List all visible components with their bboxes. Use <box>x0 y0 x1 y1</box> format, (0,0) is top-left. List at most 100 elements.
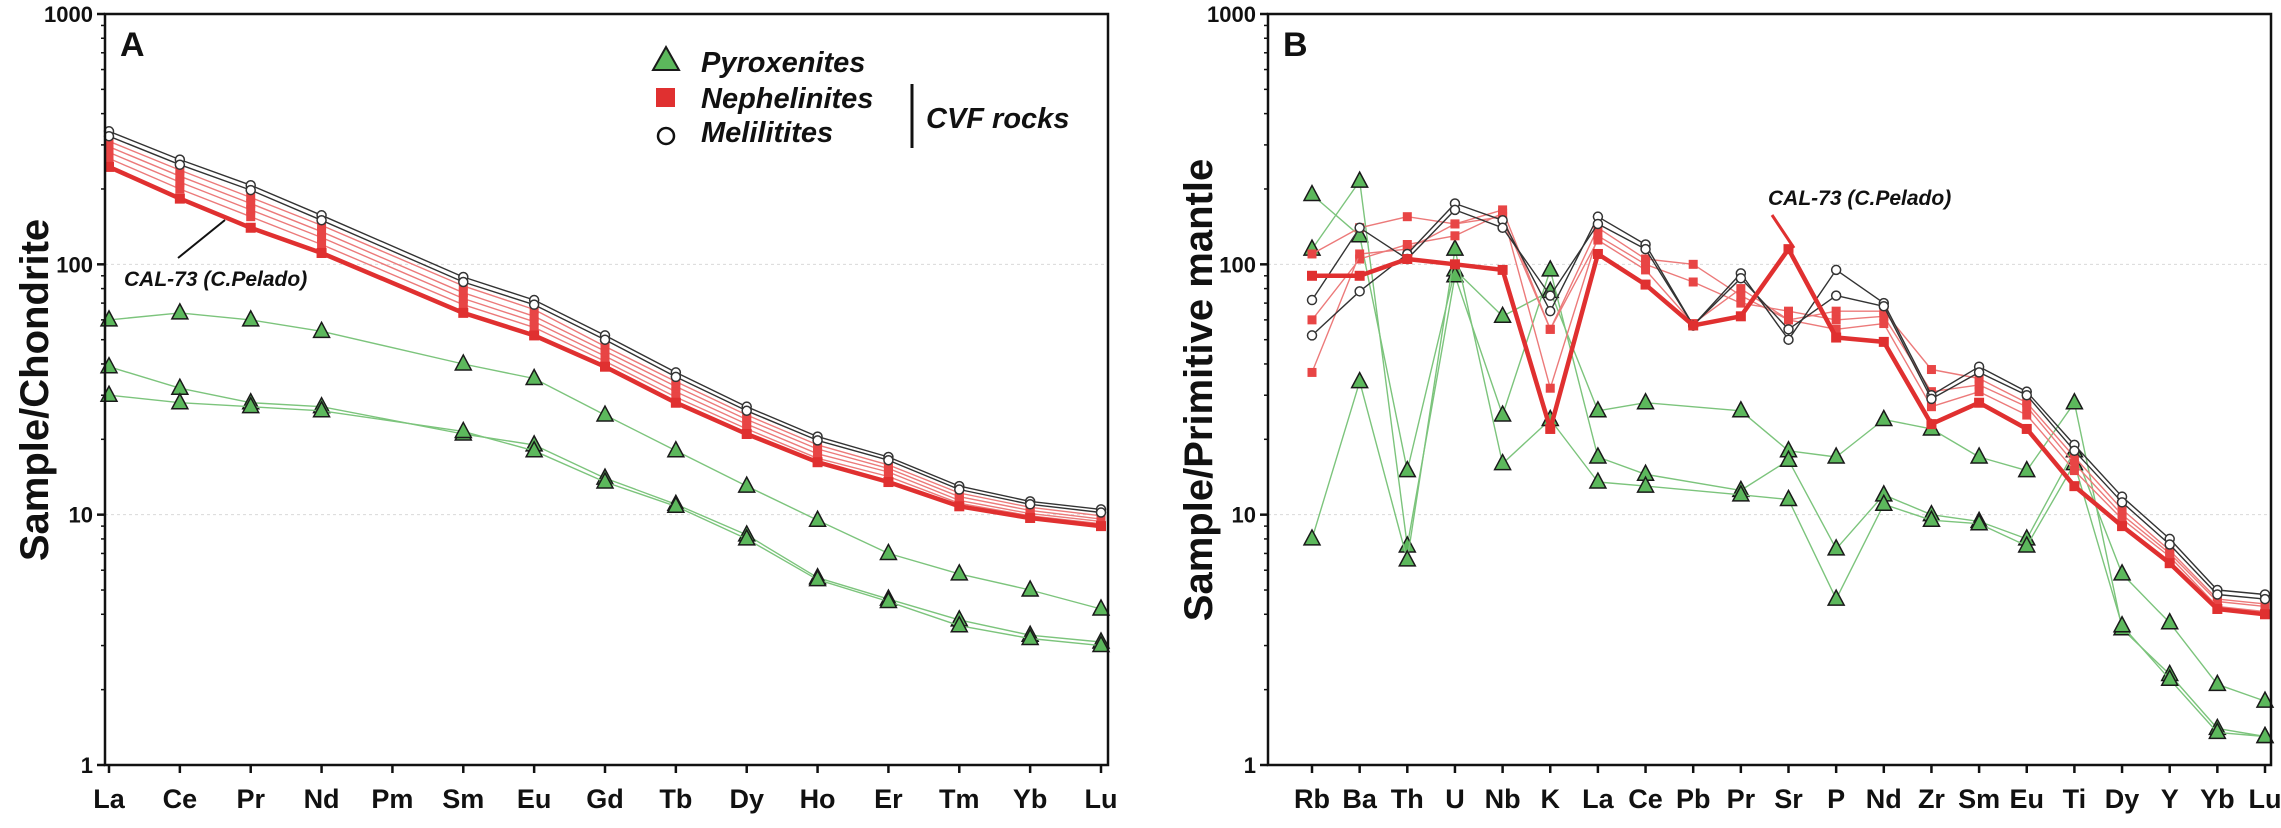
data-point <box>1091 598 1111 616</box>
data-point <box>1306 294 1318 306</box>
data-point <box>666 495 686 514</box>
data-point <box>317 240 327 250</box>
data-point <box>1640 243 1651 255</box>
data-point <box>2255 690 2275 708</box>
data-point <box>1926 419 1937 430</box>
data-point <box>1973 367 1985 378</box>
data-point <box>317 232 327 242</box>
data-point <box>1493 305 1512 324</box>
data-point <box>670 397 681 408</box>
data-point <box>1450 219 1460 229</box>
panel-a-annotation: CAL-73 (C.Pelado) <box>124 268 307 291</box>
data-point <box>2212 589 2223 600</box>
data-point <box>666 440 686 458</box>
panel-b-gridlines <box>1268 263 2271 516</box>
data-point <box>813 444 823 454</box>
data-point <box>1545 305 1556 317</box>
data-point <box>1735 272 1747 284</box>
data-point <box>1493 404 1512 422</box>
data-point <box>1449 259 1460 270</box>
data-point <box>812 435 823 446</box>
data-point <box>528 299 540 310</box>
x-tick-label: Eu <box>517 784 552 814</box>
data-point <box>1779 488 1798 507</box>
data-point <box>246 198 256 208</box>
data-point <box>2117 514 2127 524</box>
data-point <box>1402 212 1412 222</box>
x-tick-label: Sm <box>442 784 484 814</box>
data-point <box>1969 446 1989 464</box>
data-point <box>1096 521 1106 532</box>
data-point <box>458 300 468 310</box>
data-point <box>671 387 681 397</box>
data-point <box>1974 373 1984 383</box>
data-point <box>737 475 756 493</box>
data-point <box>1091 634 1111 653</box>
x-tick-label: Pr <box>1727 784 1756 814</box>
x-tick-label: Pb <box>1676 784 1711 814</box>
data-point <box>170 392 190 410</box>
data-point <box>458 276 469 288</box>
x-tick-label: Gd <box>586 784 624 814</box>
data-point <box>1354 286 1365 297</box>
data-point <box>600 346 610 356</box>
data-point <box>595 471 615 489</box>
data-point <box>954 484 965 495</box>
data-point <box>1688 320 1699 331</box>
data-point <box>1307 249 1317 259</box>
x-tick-label: Lu <box>1085 784 1118 814</box>
data-point <box>174 159 186 170</box>
data-point <box>1830 290 1842 301</box>
data-point <box>175 177 185 187</box>
panel-b-ticks: 1 10 100 1000 <box>1207 2 2267 778</box>
data-point <box>524 440 544 458</box>
data-point <box>2112 615 2132 633</box>
data-point <box>600 341 610 351</box>
panel-b: 1 10 100 1000 Rb Ba Th U Nb K La Ce Pb Pr Sr P Nd Zr Sm Eu… <box>1177 2 2281 814</box>
data-point <box>1783 324 1794 335</box>
data-point <box>599 334 611 345</box>
x-tick-label: Yb <box>1013 784 1048 814</box>
x-tick-label: La <box>1582 784 1614 814</box>
panel-a-annotation-leader <box>177 219 226 259</box>
data-point <box>1350 170 1369 188</box>
data-point <box>1302 183 1322 202</box>
data-point <box>1398 549 1417 567</box>
x-tick-label: K <box>1541 784 1561 814</box>
data-point <box>2112 563 2132 581</box>
series-line <box>1311 248 2266 738</box>
data-point <box>99 356 119 374</box>
x-tick-label: Ce <box>163 784 198 814</box>
data-point <box>241 396 260 414</box>
x-tick-label: Zr <box>1918 784 1945 814</box>
data-point <box>1784 315 1793 325</box>
data-point <box>2255 725 2275 744</box>
data-point <box>1779 449 1798 467</box>
x-tick-label: Eu <box>2009 784 2044 814</box>
data-point <box>1974 380 1984 390</box>
series-nephelinite <box>104 136 1106 521</box>
y-tick-label: 1 <box>1244 753 1256 778</box>
x-tick-label: La <box>93 784 125 814</box>
data-point <box>524 367 544 386</box>
data-point <box>2065 392 2084 410</box>
panel-a-category-labels: La Ce Pr Nd Pm Sm Eu Gd Tb Dy Ho Er Tm Yb Lu <box>93 784 1117 814</box>
data-point <box>1688 259 1698 269</box>
y-tick-label: 1000 <box>44 2 93 27</box>
data-point <box>1641 265 1651 275</box>
data-point <box>1354 222 1365 234</box>
data-point <box>883 477 894 488</box>
data-point <box>529 330 540 341</box>
panel-b-category-labels: Rb Ba Th U Nb K La Ce Pb Pr Sr P Nd Zr Sm Eu Ti Dy Y Yb Lu <box>1294 784 2281 814</box>
data-point <box>1545 324 1555 334</box>
data-point <box>954 501 965 512</box>
data-point <box>245 184 256 196</box>
x-tick-label: Tm <box>939 784 980 814</box>
panel-a-series <box>99 126 1111 653</box>
data-point <box>454 353 473 371</box>
data-point <box>1783 244 1794 255</box>
data-point <box>1736 284 1746 294</box>
data-point <box>1588 471 1608 489</box>
data-point <box>1826 538 1846 556</box>
series-line <box>108 151 1102 523</box>
